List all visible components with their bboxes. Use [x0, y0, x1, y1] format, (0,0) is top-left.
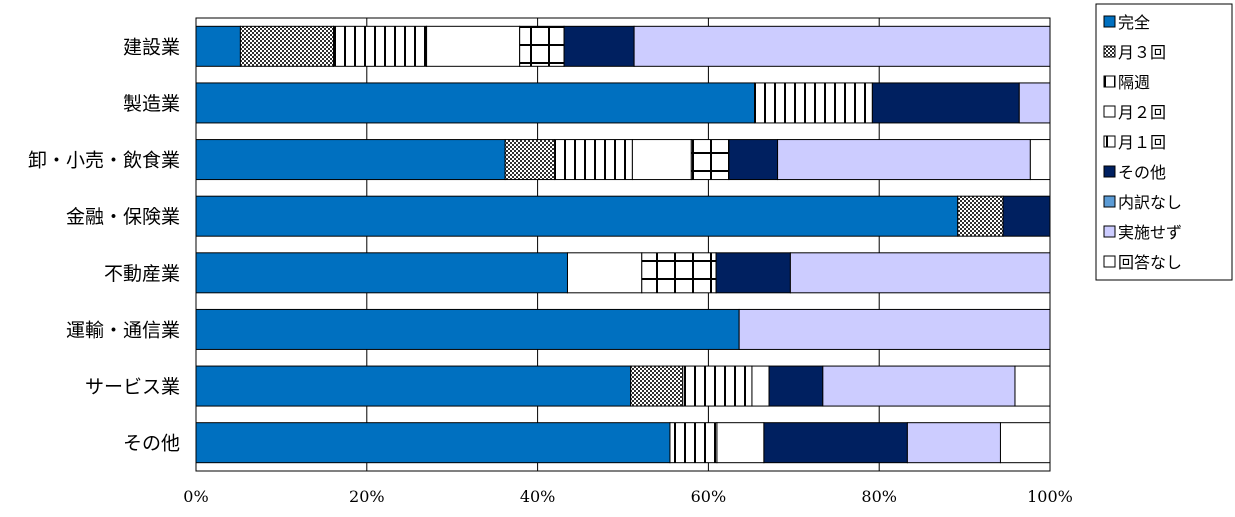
legend-swatch — [1103, 225, 1116, 238]
x-tick-label: 40% — [520, 487, 556, 506]
bar-segment — [1018, 82, 1051, 124]
bar-segment — [822, 365, 1016, 407]
legend-label: 月３回 — [1118, 43, 1166, 62]
legend-swatch — [1103, 105, 1116, 118]
bar-segment — [426, 25, 521, 67]
bar-segment — [195, 252, 568, 294]
legend-label: 回答なし — [1118, 253, 1182, 272]
legend-label: 隔週 — [1118, 73, 1150, 92]
bar-segment — [715, 252, 791, 294]
category-label: 運輸・通信業 — [66, 319, 180, 341]
category-label: 不動産業 — [104, 263, 180, 285]
bar-segment — [669, 422, 718, 464]
bar-segment — [195, 25, 241, 67]
x-tick-label: 0% — [183, 487, 208, 506]
bar-segment — [195, 308, 740, 350]
bar-segment — [754, 82, 873, 124]
legend-label: 月１回 — [1118, 133, 1166, 152]
bar-segment — [195, 139, 506, 181]
legend-swatch — [1103, 135, 1116, 148]
bar-segment — [239, 25, 334, 67]
bar-segment — [641, 252, 717, 294]
bar-segment — [195, 195, 959, 237]
bar-segment — [519, 25, 565, 67]
x-tick-label: 100% — [1027, 487, 1073, 506]
bar-segment — [738, 308, 1051, 350]
legend-swatch — [1103, 45, 1116, 58]
bar-segment — [633, 25, 1051, 67]
bar-segment — [777, 139, 1031, 181]
category-label: 製造業 — [123, 93, 180, 115]
bar-segment — [566, 252, 643, 294]
bar-segment — [789, 252, 1051, 294]
bar-segment — [195, 365, 632, 407]
legend-swatch — [1103, 255, 1116, 268]
legend-swatch — [1103, 15, 1116, 28]
bar-segment — [195, 82, 756, 124]
bar-segment — [631, 139, 692, 181]
bar-segment — [504, 139, 556, 181]
bar-segment — [332, 25, 428, 67]
legend-label: 内訳なし — [1118, 193, 1182, 212]
bar-segment — [906, 422, 1001, 464]
bar-segment — [1029, 139, 1051, 181]
bar-segment — [957, 195, 1004, 237]
bar-segment — [1002, 195, 1051, 237]
legend-label: 完全 — [1118, 13, 1150, 32]
category-label: 建設業 — [123, 36, 180, 58]
bar-segment — [563, 25, 635, 67]
legend-label: 月２回 — [1118, 103, 1166, 122]
bar-segment — [751, 365, 770, 407]
legend-swatch — [1103, 195, 1116, 208]
bars — [195, 25, 1051, 464]
category-label: サービス業 — [85, 376, 180, 398]
bar-segment — [554, 139, 633, 181]
category-label: 卸・小売・飲食業 — [28, 150, 180, 172]
bar-segment — [728, 139, 779, 181]
bar-segment — [690, 139, 730, 181]
legend-label: その他 — [1118, 163, 1166, 182]
x-tick-label: 80% — [861, 487, 897, 506]
legend-swatch — [1103, 165, 1116, 178]
category-label: 金融・保険業 — [66, 206, 180, 228]
bar-segment — [195, 422, 671, 464]
x-tick-label: 20% — [349, 487, 385, 506]
legend-swatch — [1103, 75, 1116, 88]
bar-segment — [630, 365, 684, 407]
bar-segment — [1014, 365, 1051, 407]
bar-segment — [871, 82, 1020, 124]
bar-segment — [768, 365, 824, 407]
category-label: その他 — [123, 433, 180, 455]
legend-frame — [1095, 3, 1233, 281]
x-tick-labels: 0% 20% 40% 60% 80% 100% — [183, 487, 1073, 506]
bar-segment — [716, 422, 765, 464]
legend-label: 実施せず — [1118, 223, 1182, 242]
bar-segment — [763, 422, 908, 464]
x-tick-label: 60% — [691, 487, 727, 506]
bar-segment — [682, 365, 753, 407]
bar-segment — [999, 422, 1051, 464]
